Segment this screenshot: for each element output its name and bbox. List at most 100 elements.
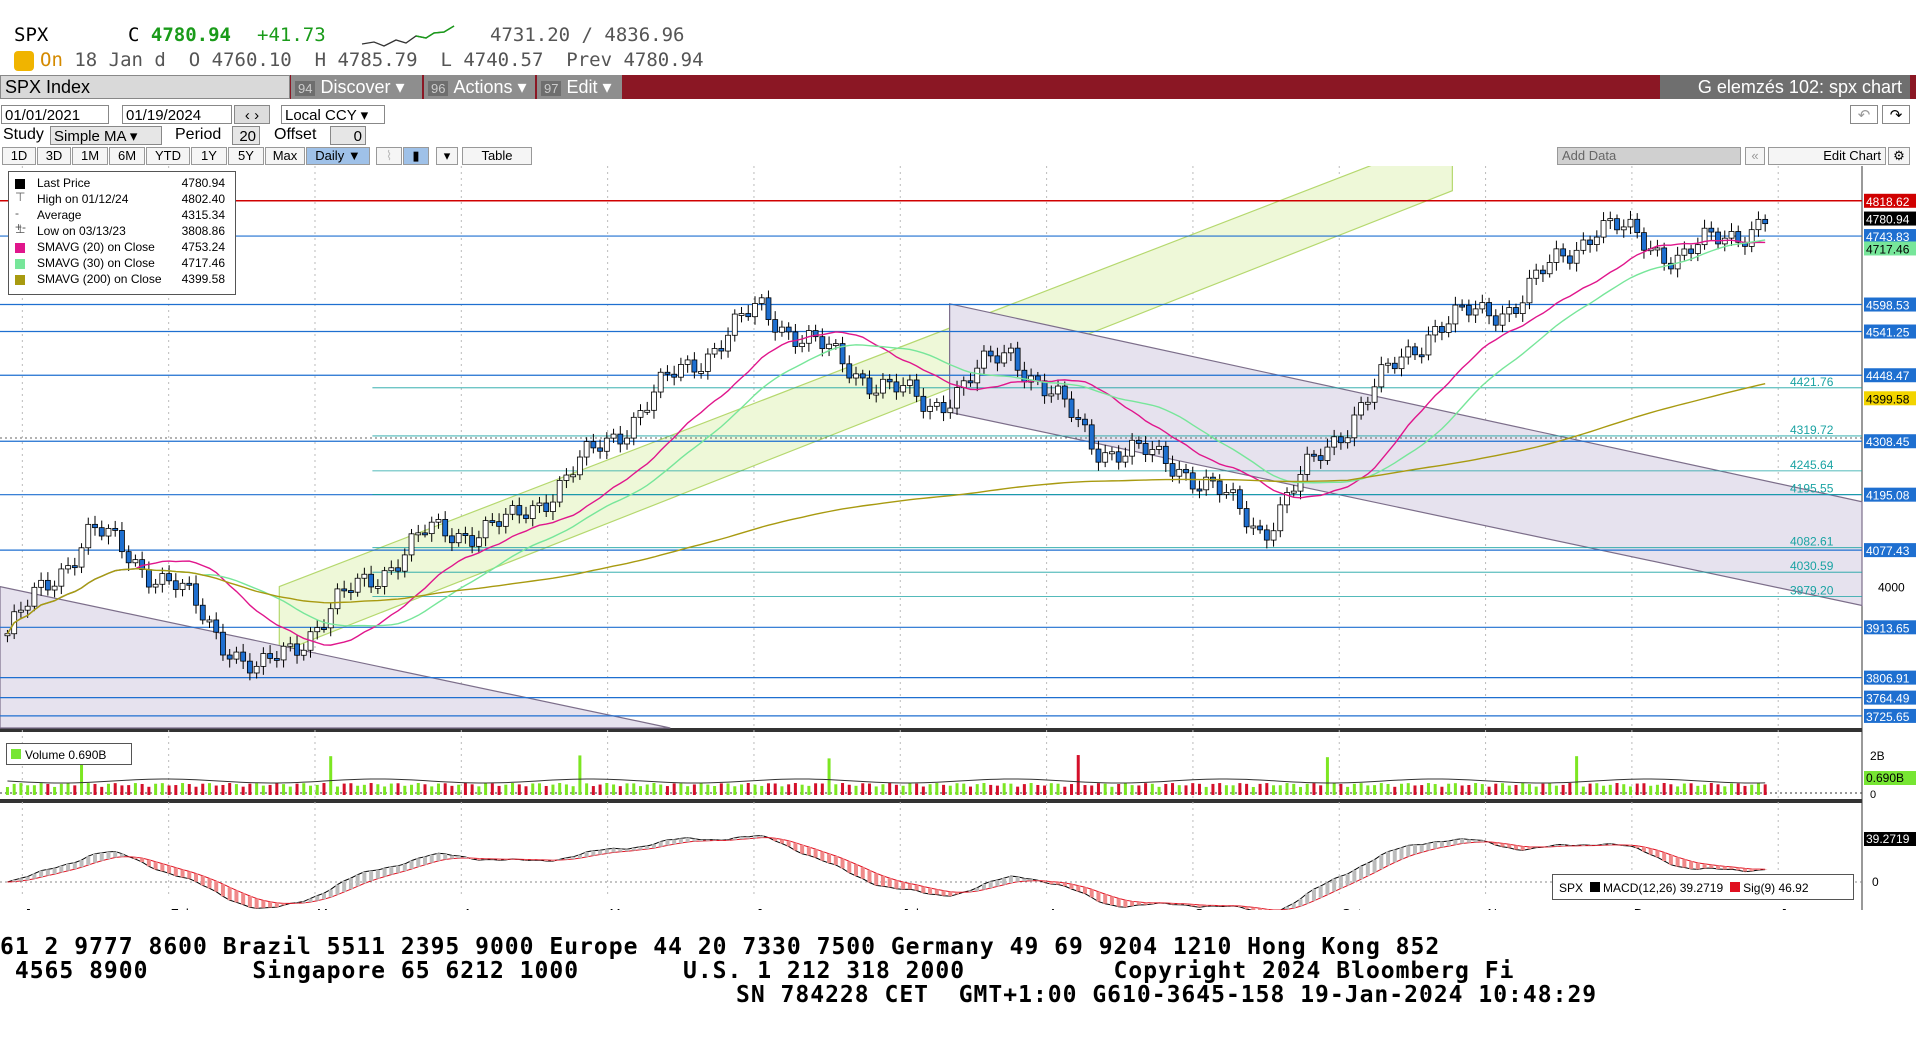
candle-body: [1715, 231, 1721, 245]
volume-bar: [1696, 785, 1700, 795]
chart-type-dropdown-icon[interactable]: ▾: [436, 147, 458, 165]
candle-body: [1681, 248, 1688, 256]
range-5y-button[interactable]: 5Y: [228, 147, 264, 165]
fib-label: 4421.76: [1790, 375, 1834, 389]
range-1m-button[interactable]: 1M: [72, 147, 108, 165]
candle-body: [1095, 448, 1102, 463]
volume-bar: [389, 783, 393, 795]
candle-body: [105, 527, 112, 537]
macd-value: 39.2719: [1679, 881, 1724, 895]
candle-body: [893, 381, 900, 393]
edit-chart-button[interactable]: Edit Chart: [1768, 147, 1886, 165]
volume-bar: [874, 786, 878, 795]
page-title: G elemzés 102: spx chart: [1660, 75, 1910, 99]
table-button[interactable]: Table: [462, 147, 532, 165]
volume-bar: [1736, 783, 1740, 795]
volume-bar: [955, 783, 959, 795]
range-max-button[interactable]: Max: [265, 147, 305, 165]
study-select[interactable]: Simple MA ▾: [50, 126, 162, 145]
volume-bar: [86, 783, 90, 795]
candle-body: [246, 660, 253, 674]
settings-gear-icon[interactable]: ⚙: [1888, 147, 1910, 165]
security-field[interactable]: SPX Index: [0, 75, 290, 99]
candle-body: [1371, 386, 1378, 403]
volume-bar: [935, 783, 939, 795]
volume-tag-label: 0.690B: [1866, 771, 1904, 785]
start-date-field[interactable]: 01/01/2021: [1, 105, 109, 124]
volume-bar: [1588, 783, 1592, 795]
legend-value: 4399.58: [181, 272, 225, 286]
edit-menu[interactable]: 97 Edit ▾: [537, 75, 622, 99]
range-3d-button[interactable]: 3D: [37, 147, 71, 165]
collapse-icon[interactable]: «: [1745, 147, 1765, 165]
volume-bar: [585, 783, 589, 795]
candle-body: [381, 570, 388, 587]
volume-axis-label: 2B: [1870, 749, 1885, 763]
currency-select[interactable]: Local CCY ▾: [281, 105, 385, 124]
candle-body: [1075, 417, 1082, 420]
period-back-forward-icon[interactable]: ‹ ›: [234, 105, 270, 124]
end-date-field[interactable]: 01/19/2024: [122, 105, 232, 124]
volume-bar: [457, 784, 461, 795]
candle-body: [1378, 364, 1385, 388]
candle-body: [1109, 451, 1115, 455]
volume-bar: [1494, 783, 1498, 795]
candle-body: [172, 580, 179, 590]
offset-input[interactable]: 0: [330, 126, 366, 145]
macd-swatch: [1589, 882, 1600, 892]
footer-contacts-line1: 61 2 9777 8600 Brazil 5511 2395 9000 Eur…: [0, 934, 1441, 960]
price-chart[interactable]: Jan Feb Mar Apr May Jun Jul Aug Sep Oct Nov Dec Jan 2…: [0, 166, 1916, 910]
undo-icon[interactable]: ↶: [1850, 105, 1878, 124]
frequency-select[interactable]: Daily ▼: [306, 147, 370, 165]
volume-bar: [187, 784, 191, 795]
volume-bar: [221, 784, 225, 795]
macd-legend[interactable]: SPX MACD(12,26) 39.2719 Sig(9) 46.92: [1552, 874, 1854, 900]
volume-legend[interactable]: Volume 0.690B: [6, 743, 132, 765]
discover-label: Discover: [320, 77, 391, 97]
volume-bar: [234, 784, 238, 795]
candle-body: [314, 627, 321, 633]
redo-icon[interactable]: ↷: [1882, 105, 1910, 124]
add-data-field[interactable]: Add Data: [1557, 147, 1741, 165]
volume-bar: [26, 785, 30, 795]
volume-bar: [632, 783, 636, 795]
candle-body: [880, 378, 886, 394]
volume-swatch: [11, 749, 21, 759]
volume-bar: [1184, 785, 1188, 795]
volume-bar: [598, 784, 602, 795]
volume-bar: [638, 786, 642, 795]
range-1y-button[interactable]: 1Y: [191, 147, 227, 165]
candle-body: [691, 359, 698, 373]
volume-bar: [867, 783, 871, 795]
signal-line: [7, 837, 1766, 910]
volume-bar: [1400, 783, 1404, 795]
candle-body: [455, 533, 462, 544]
x-tick-label: Oct: [1341, 906, 1362, 910]
volume-bar: [1595, 783, 1599, 795]
volume-bar: [787, 784, 791, 795]
gauge-icon[interactable]: [14, 50, 34, 71]
candle-body: [408, 533, 415, 556]
candle-body: [704, 353, 711, 372]
macd-tag-label: 39.2719: [1866, 832, 1910, 846]
candle-body: [1149, 449, 1156, 455]
line-chart-icon[interactable]: ⌇: [376, 147, 402, 165]
range-6m-button[interactable]: 6M: [109, 147, 145, 165]
candle-body: [1634, 218, 1641, 234]
candle-chart-icon[interactable]: ▮: [403, 147, 429, 165]
candle-body: [752, 303, 758, 318]
chart-legend[interactable]: Last Price 4780.94 ⊤ High on 01/12/24 4802.…: [8, 171, 236, 295]
range-1d-button[interactable]: 1D: [2, 147, 36, 165]
candle-body: [1014, 347, 1021, 371]
range-ytd-button[interactable]: YTD: [146, 147, 190, 165]
period-input[interactable]: 20: [232, 126, 260, 145]
actions-menu[interactable]: 96 Actions ▾: [424, 75, 535, 99]
volume-bar: [1312, 783, 1316, 795]
candle-body: [981, 350, 987, 369]
macd-tag: [1864, 832, 1916, 846]
legend-value: 4780.94: [181, 176, 225, 190]
volume-bar: [1393, 786, 1397, 795]
candle-body: [44, 579, 51, 591]
discover-menu[interactable]: 94 Discover ▾: [291, 75, 422, 99]
candle-body: [792, 331, 799, 347]
